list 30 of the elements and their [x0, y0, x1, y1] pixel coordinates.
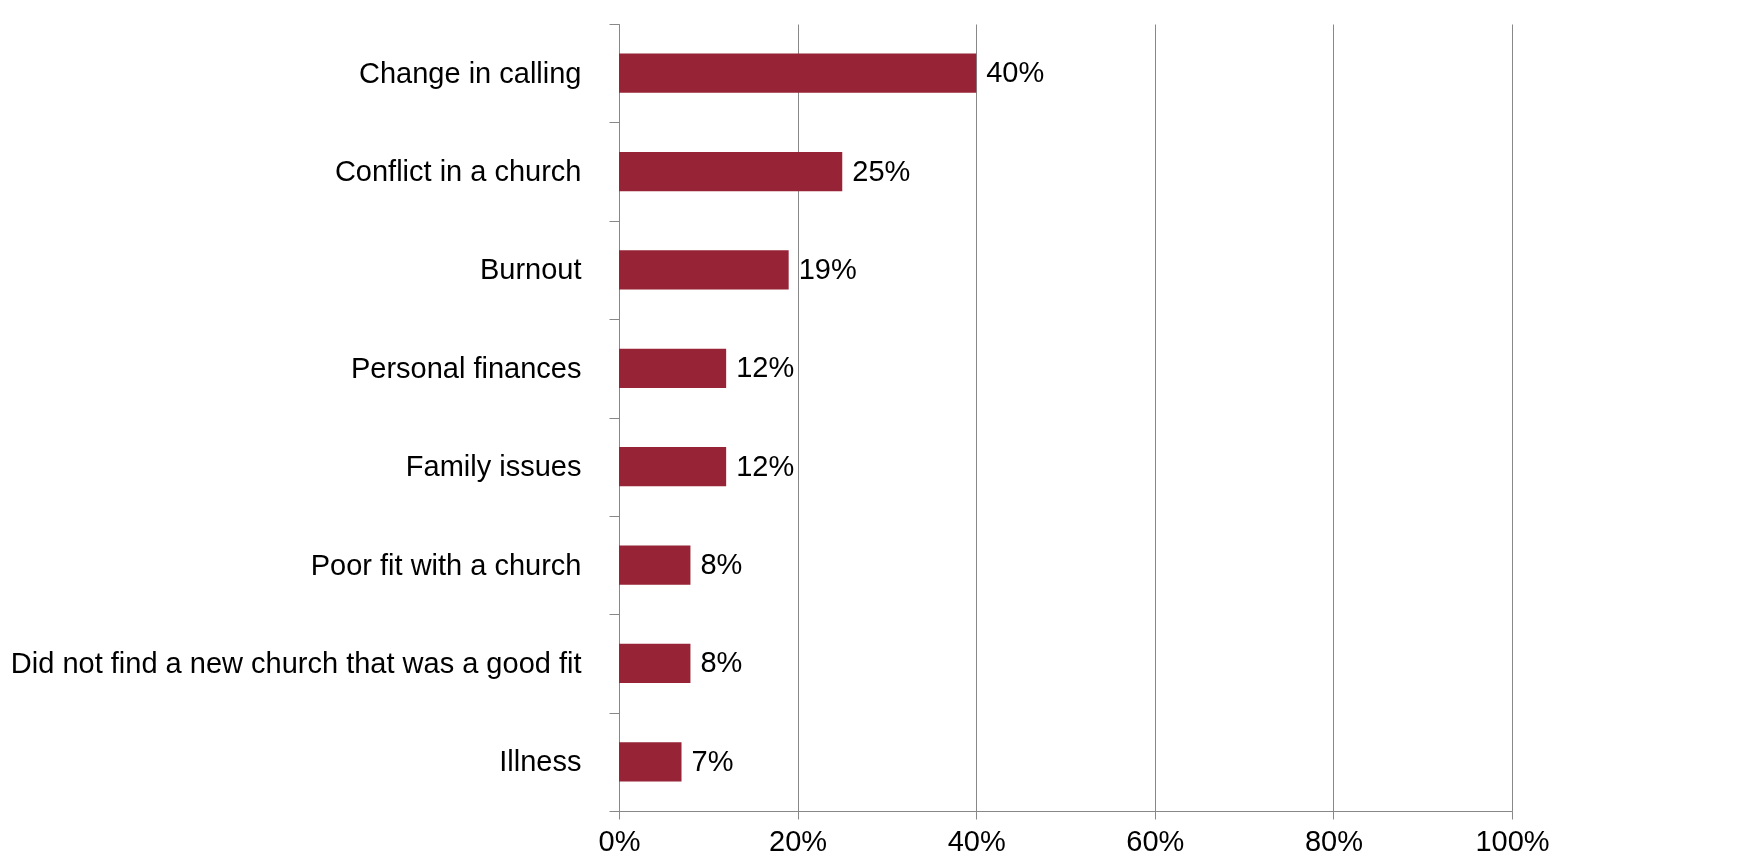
y-tick-label: Family issues — [405, 450, 582, 483]
data-label: 40% — [986, 56, 1045, 89]
y-tick-label: Illness — [499, 745, 582, 778]
x-tick-label: 80% — [1304, 824, 1363, 857]
data-label: 8% — [700, 646, 743, 679]
bar — [619, 53, 977, 93]
y-tick-label: Poor fit with a church — [310, 548, 582, 581]
data-label: 19% — [798, 252, 857, 285]
y-tick-label: Change in calling — [359, 56, 582, 89]
x-tick-label: 100% — [1475, 824, 1550, 857]
x-tick-label: 60% — [1126, 824, 1185, 857]
y-tick-label: Burnout — [479, 253, 582, 286]
bar — [619, 545, 691, 585]
y-tick-label: Conflict in a church — [334, 155, 582, 188]
x-tick-label: 20% — [769, 824, 828, 857]
y-tick-label: Did not find a new church that was a good fit — [10, 646, 582, 679]
x-tick-label: 0% — [598, 824, 641, 857]
data-label: 12% — [736, 351, 795, 384]
data-label: 8% — [700, 548, 743, 581]
bar — [619, 742, 682, 782]
y-tick-label: Personal finances — [350, 351, 582, 384]
x-tick-label: 40% — [947, 824, 1006, 857]
bar — [619, 250, 789, 290]
data-label: 7% — [691, 744, 734, 777]
data-label: 12% — [736, 449, 795, 482]
bar — [619, 447, 727, 487]
bar — [619, 643, 691, 684]
bar — [619, 151, 843, 192]
data-label: 25% — [852, 154, 911, 187]
bar — [619, 348, 727, 388]
